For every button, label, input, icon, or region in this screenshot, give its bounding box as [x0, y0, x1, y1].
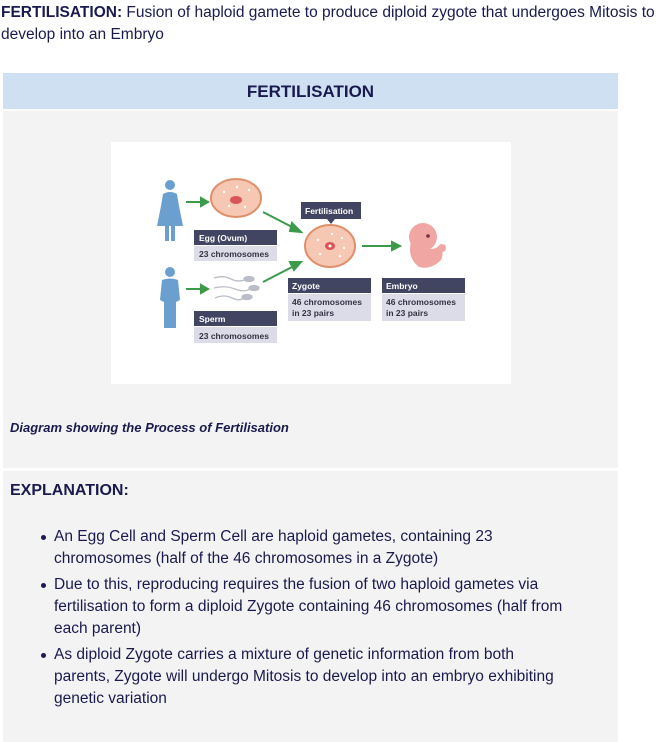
arrow-male-to-sperm-icon — [186, 283, 211, 295]
embryo-label: Embryo 46 chromosomes in 23 pairs — [382, 278, 465, 321]
intro-definition: Fusion of haploid gamete to produce dipl… — [1, 4, 655, 43]
fertilisation-card: FERTILISATION — [3, 73, 618, 742]
intro-term: FERTILISATION: — [1, 4, 123, 21]
arrow-female-to-egg-icon — [186, 196, 211, 208]
egg-chromosome-count: 23 chromosomes — [199, 249, 269, 259]
egg-label: Egg (Ovum) 23 chromosomes — [194, 230, 277, 261]
list-item: Due to this, reproducing requires the fu… — [10, 574, 570, 640]
diagram-caption: Diagram showing the Process of Fertilisa… — [10, 420, 289, 435]
explanation-list: An Egg Cell and Sperm Cell are haploid g… — [10, 526, 570, 714]
arrow-egg-to-zygote-icon — [262, 211, 304, 234]
list-item: An Egg Cell and Sperm Cell are haploid g… — [10, 526, 570, 570]
arrow-zygote-to-embryo-icon — [362, 240, 403, 252]
embryo-count-line1: 46 chromosomes — [386, 297, 456, 307]
egg-label-text: Egg (Ovum) — [199, 233, 247, 243]
egg-cell-icon — [210, 178, 262, 218]
zygote-count-line2: in 23 pairs — [292, 308, 334, 318]
card-title: FERTILISATION — [3, 73, 618, 109]
intro-paragraph: FERTILISATION: Fusion of haploid gamete … — [1, 2, 661, 46]
zygote-label-text: Zygote — [292, 281, 320, 291]
fertilisation-diagram: Egg (Ovum) 23 chromosomes Sperm 23 chrom… — [111, 142, 511, 384]
list-item: As diploid Zygote carries a mixture of g… — [10, 644, 570, 710]
zygote-cell-icon — [304, 224, 356, 268]
fertilisation-tag: Fertilisation — [301, 202, 361, 224]
female-figure-icon — [157, 180, 183, 241]
header-divider — [3, 109, 618, 111]
sperm-cells-icon — [213, 275, 260, 301]
arrow-sperm-to-zygote-icon — [262, 261, 304, 283]
zygote-count-line1: 46 chromosomes — [292, 297, 362, 307]
male-figure-icon — [160, 267, 180, 328]
embryo-count-line2: in 23 pairs — [386, 308, 428, 318]
zygote-label: Zygote 46 chromosomes in 23 pairs — [288, 278, 371, 321]
section-divider — [3, 468, 618, 471]
embryo-icon — [409, 223, 446, 268]
embryo-label-text: Embryo — [386, 281, 418, 291]
sperm-label: Sperm 23 chromosomes — [194, 311, 277, 343]
sperm-chromosome-count: 23 chromosomes — [199, 331, 269, 341]
fertilisation-label-text: Fertilisation — [305, 206, 353, 216]
explanation-heading: EXPLANATION: — [10, 482, 129, 499]
sperm-label-text: Sperm — [199, 314, 226, 324]
